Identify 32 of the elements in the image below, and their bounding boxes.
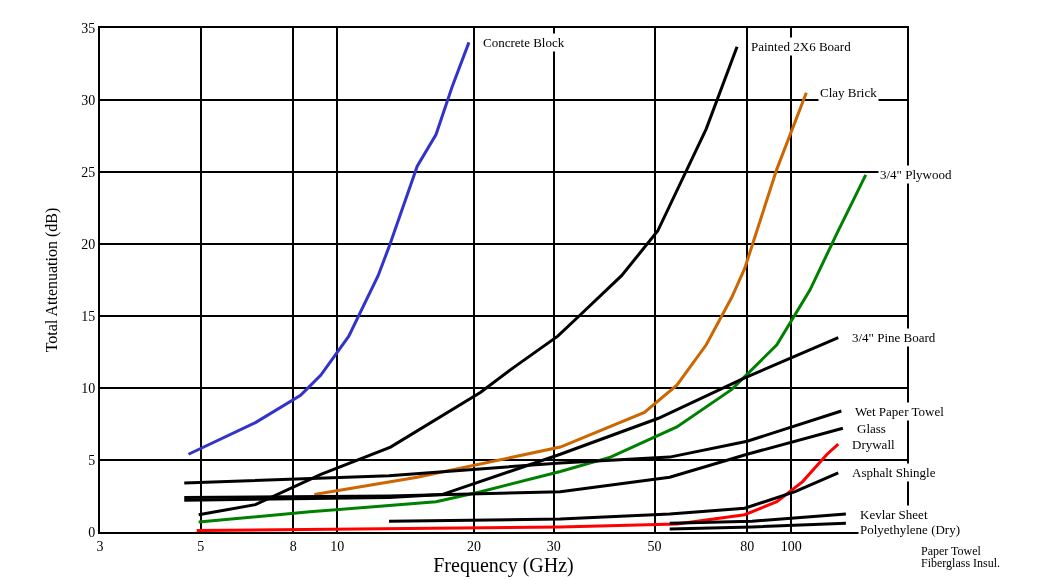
series-label: Drywall	[852, 437, 895, 452]
y-tick-label: 10	[81, 380, 96, 396]
x-tick-label: 100	[780, 538, 802, 554]
y-tick-label: 20	[81, 236, 96, 252]
series-label: 3/4" Plywood	[880, 167, 952, 182]
x-tick-label: 50	[647, 538, 662, 554]
series-label: 3/4" Pine Board	[852, 330, 936, 345]
y-tick-label: 0	[88, 524, 96, 540]
x-tick-label: 5	[197, 538, 205, 554]
y-tick-label: 25	[81, 164, 96, 180]
y-tick-label: 30	[81, 92, 96, 108]
series-label: Concrete Block	[483, 35, 565, 50]
text: Paper Towel	[921, 544, 982, 558]
x-tick-label: 30	[546, 538, 561, 554]
series-label: Glass	[857, 421, 886, 436]
x-axis-title: Frequency (GHz)	[433, 553, 574, 577]
x-tick-label: 3	[96, 538, 104, 554]
series-label: Kevlar Sheet	[860, 507, 928, 522]
y-tick-label: 15	[81, 308, 96, 324]
series-label: Wet Paper Towel	[855, 404, 945, 419]
x-tick-label: 20	[466, 538, 481, 554]
series-label: Painted 2X6 Board	[751, 39, 852, 54]
y-tick-label: 5	[88, 452, 96, 468]
text: Fiberglass Insul.	[921, 556, 1001, 570]
series-label: Clay Brick	[820, 85, 878, 100]
series-label: Asphalt Shingle	[852, 465, 936, 480]
y-axis-title: Total Attenuation (dB)	[43, 207, 61, 353]
series-label: Polyethylene (Dry)	[860, 522, 961, 537]
x-tick-label: 8	[289, 538, 297, 554]
y-tick-label: 35	[81, 20, 96, 36]
x-tick-label: 10	[330, 538, 345, 554]
x-tick-label: 80	[740, 538, 755, 554]
